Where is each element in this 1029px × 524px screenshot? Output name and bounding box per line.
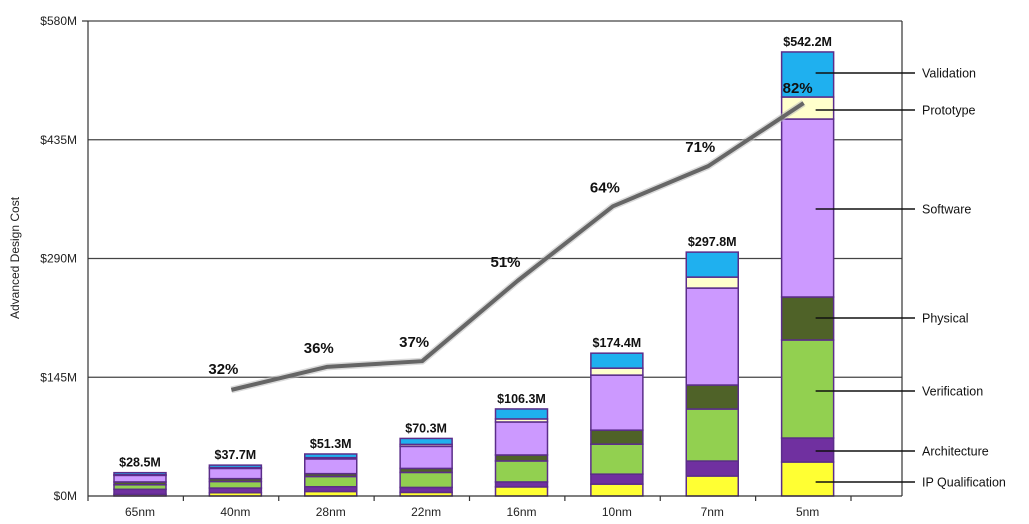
legend: IP Qualification Architecture Verification… [815,67,1006,490]
gridlines [88,20,902,378]
bar-segment-validation [304,453,358,459]
bar-stack-22nm [399,437,453,497]
percent-label: 37% [399,334,429,351]
bar-segment-validation [590,352,644,369]
bar-segment-software [208,467,263,480]
axes [82,20,903,497]
x-tick-label: 40nm [220,505,250,519]
percent-label: 64% [590,179,620,196]
bar-segment-verification [590,443,644,475]
bar-stack-7nm [685,251,739,497]
total-label: $51.3M [310,437,352,451]
x-tick-label: 22nm [411,505,441,519]
x-tick-label: 65nm [125,505,155,519]
bar-segment-architecture [780,437,835,463]
total-label: $37.7M [215,448,257,462]
bar-segment-prototype [590,367,644,376]
y-axis-title: Advanced Design Cost [8,196,22,319]
legend-label-ip-qualification: IP Qualification [922,476,1006,490]
percent-label: 82% [783,80,813,97]
legend-label-prototype: Prototype [922,104,976,118]
bar-segment-software [590,374,644,431]
bar-segment-validation [780,51,835,98]
y-tick-label: $580M [40,14,77,28]
legend-label-validation: Validation [922,67,976,81]
bar-segment-architecture [113,488,167,496]
bar-segment-verification [494,460,549,483]
bar-segment-verification [399,471,453,489]
bar-segment-ip-qualification [685,475,739,497]
total-label: $542.2M [783,35,832,49]
bar-stack-65nm [113,471,167,497]
legend-label-software: Software [922,203,971,217]
total-label: $174.4M [593,336,642,350]
bars [113,51,835,497]
bar-stack-10nm [590,352,644,497]
bar-stack-40nm [208,464,263,497]
bar-segment-ip-qualification [780,461,835,497]
bar-segment-validation [685,251,739,278]
y-tick-label: $145M [40,370,77,384]
total-label: $297.8M [688,235,737,249]
y-axis-ticks: $0M $145M $290M $435M $580M [40,14,77,503]
percent-label: 51% [490,254,520,271]
bar-segment-physical [590,429,644,445]
share-line [230,100,806,394]
x-axis-ticks: 65nm 40nm 28nm 22nm 16nm 10nm 7nm 5nm [87,496,852,519]
bar-segment-software [399,445,453,470]
share-line-path [230,101,805,392]
total-labels: $28.5M $37.7M $51.3M $70.3M $106.3M $174.4M $2… [119,35,832,470]
bar-segment-software [494,421,549,456]
percent-label: 71% [685,139,715,156]
bar-segment-validation [208,464,263,469]
percent-label: 36% [304,340,334,357]
x-tick-label: 16nm [506,505,536,519]
bar-segment-prototype [685,276,739,289]
bar-segment-ip-qualification [494,486,549,497]
bar-segment-software [113,474,167,483]
bar-stack-28nm [304,453,358,497]
bar-segment-architecture [685,460,739,477]
percent-label: 32% [208,361,238,378]
percent-labels: 32% 36% 37% 51% 64% 71% 82% [208,80,812,378]
bar-segment-validation [113,471,167,476]
total-label: $106.3M [497,392,546,406]
bar-stack-5nm [780,51,835,497]
bar-segment-physical [685,384,739,410]
bar-segment-verification [685,408,739,462]
bar-segment-software [780,118,835,298]
bar-segment-validation [399,437,453,446]
total-label: $28.5M [119,456,161,470]
bar-segment-architecture [590,473,644,485]
bar-segment-software [304,458,358,475]
x-tick-label: 5nm [796,505,819,519]
x-tick-label: 7nm [701,505,724,519]
bar-segment-verification [208,480,263,489]
y-tick-label: $290M [40,252,77,266]
x-tick-label: 10nm [602,505,632,519]
bar-segment-ip-qualification [590,483,644,497]
bar-segment-physical [494,454,549,462]
total-label: $70.3M [405,421,447,435]
legend-label-physical: Physical [922,312,969,326]
x-tick-label: 28nm [316,505,346,519]
bar-segment-verification [304,475,358,488]
bar-segment-validation [494,408,549,420]
y-tick-label: $435M [40,133,77,147]
y-tick-label: $0M [54,489,77,503]
bar-segment-verification [780,339,835,439]
legend-label-verification: Verification [922,385,983,399]
bar-segment-software [685,287,739,386]
legend-label-architecture: Architecture [922,445,989,459]
bar-stack-16nm [494,408,549,497]
